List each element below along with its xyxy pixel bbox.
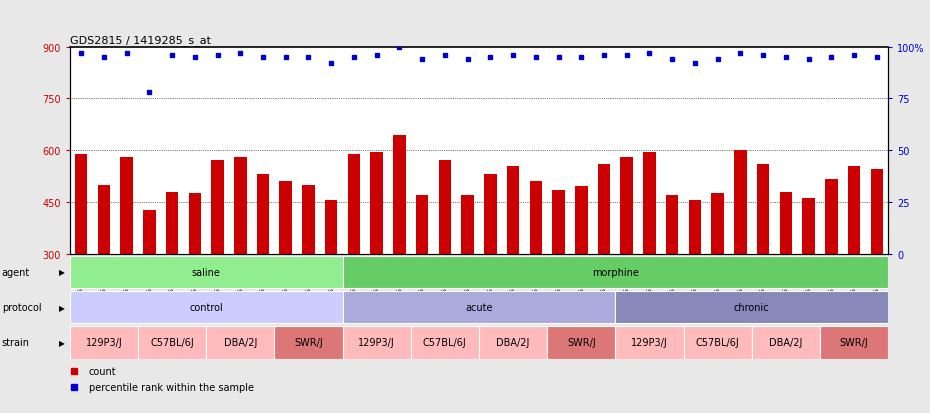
Bar	[166, 192, 179, 254]
Bar	[870, 170, 883, 254]
Bar	[370, 152, 383, 254]
Bar	[479, 326, 547, 358]
Bar	[342, 256, 888, 288]
Bar	[120, 158, 133, 254]
Bar	[779, 192, 792, 254]
Bar	[143, 211, 155, 254]
Bar	[302, 185, 314, 254]
Text: protocol: protocol	[2, 302, 42, 312]
Text: SWR/J: SWR/J	[294, 337, 323, 347]
Bar	[138, 326, 206, 358]
Bar	[348, 154, 360, 254]
Bar	[711, 194, 724, 254]
Text: ▶: ▶	[59, 268, 64, 277]
Bar	[529, 182, 542, 254]
Text: C57BL/6J: C57BL/6J	[150, 337, 194, 347]
Bar	[234, 158, 246, 254]
Text: strain: strain	[2, 337, 30, 347]
Text: GDS2815 / 1419285_s_at: GDS2815 / 1419285_s_at	[70, 35, 211, 45]
Text: 129P3/J: 129P3/J	[631, 337, 668, 347]
Bar	[616, 326, 684, 358]
Text: C57BL/6J: C57BL/6J	[423, 337, 467, 347]
Bar	[684, 326, 751, 358]
Text: DBA/2J: DBA/2J	[497, 337, 530, 347]
Bar	[666, 195, 678, 254]
Bar	[325, 201, 338, 254]
Bar	[644, 152, 656, 254]
Bar	[211, 161, 224, 254]
Bar	[552, 190, 565, 254]
Bar	[98, 185, 110, 254]
Bar	[70, 256, 342, 288]
Bar	[393, 135, 405, 254]
Bar	[342, 326, 411, 358]
Bar	[461, 195, 473, 254]
Bar	[616, 291, 888, 323]
Text: percentile rank within the sample: percentile rank within the sample	[88, 382, 254, 392]
Text: control: control	[190, 302, 223, 312]
Bar	[803, 199, 815, 254]
Bar	[484, 175, 497, 254]
Text: agent: agent	[2, 267, 30, 277]
Text: ▶: ▶	[59, 338, 64, 347]
Bar	[416, 195, 429, 254]
Bar	[507, 166, 519, 254]
Bar	[757, 164, 769, 254]
Bar	[70, 291, 342, 323]
Bar	[751, 326, 820, 358]
Bar	[70, 326, 138, 358]
Bar	[411, 326, 479, 358]
Text: SWR/J: SWR/J	[840, 337, 869, 347]
Text: ▶: ▶	[59, 303, 64, 312]
Text: DBA/2J: DBA/2J	[769, 337, 803, 347]
Bar	[274, 326, 342, 358]
Bar	[825, 180, 838, 254]
Bar	[439, 161, 451, 254]
Text: chronic: chronic	[734, 302, 769, 312]
Bar	[598, 164, 610, 254]
Bar	[734, 151, 747, 254]
Bar	[620, 158, 633, 254]
Bar	[820, 326, 888, 358]
Text: DBA/2J: DBA/2J	[223, 337, 257, 347]
Text: acute: acute	[465, 302, 493, 312]
Text: morphine: morphine	[591, 267, 639, 277]
Bar	[74, 154, 87, 254]
Text: count: count	[88, 366, 116, 376]
Bar	[189, 194, 201, 254]
Text: 129P3/J: 129P3/J	[358, 337, 395, 347]
Text: C57BL/6J: C57BL/6J	[696, 337, 739, 347]
Text: 129P3/J: 129P3/J	[86, 337, 122, 347]
Bar	[688, 201, 701, 254]
Text: SWR/J: SWR/J	[567, 337, 595, 347]
Bar	[257, 175, 269, 254]
Bar	[575, 187, 588, 254]
Bar	[848, 166, 860, 254]
Text: saline: saline	[192, 267, 220, 277]
Bar	[279, 182, 292, 254]
Bar	[206, 326, 274, 358]
Bar	[547, 326, 616, 358]
Bar	[342, 291, 616, 323]
